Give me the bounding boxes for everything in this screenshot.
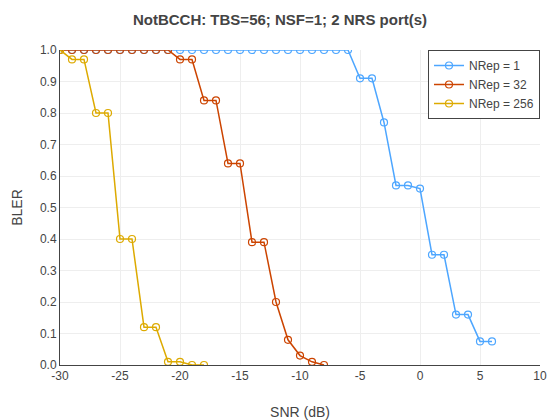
svg-text:NRep = 1: NRep = 1	[469, 59, 520, 73]
svg-text:NRep = 32: NRep = 32	[469, 78, 527, 92]
svg-text:0.6: 0.6	[40, 169, 57, 183]
svg-text:0.4: 0.4	[40, 232, 57, 246]
svg-text:0.1: 0.1	[40, 327, 57, 341]
svg-text:SNR (dB): SNR (dB)	[270, 404, 330, 420]
svg-text:BLER: BLER	[9, 189, 25, 226]
svg-text:0: 0	[417, 369, 424, 383]
svg-text:-30: -30	[51, 369, 69, 383]
svg-text:-20: -20	[171, 369, 189, 383]
svg-text:-15: -15	[231, 369, 249, 383]
svg-text:-5: -5	[355, 369, 366, 383]
svg-text:0.9: 0.9	[40, 75, 57, 89]
svg-text:0.3: 0.3	[40, 264, 57, 278]
svg-text:5: 5	[477, 369, 484, 383]
svg-text:0.7: 0.7	[40, 138, 57, 152]
svg-text:1.0: 1.0	[40, 43, 57, 57]
svg-text:10: 10	[533, 369, 547, 383]
svg-text:-25: -25	[111, 369, 129, 383]
svg-text:-10: -10	[291, 369, 309, 383]
svg-text:0.5: 0.5	[40, 201, 57, 215]
svg-text:0.2: 0.2	[40, 295, 57, 309]
svg-text:NotBCCH: TBS=56; NSF=1; 2 NRS: NotBCCH: TBS=56; NSF=1; 2 NRS port(s)	[133, 11, 427, 28]
svg-text:0.8: 0.8	[40, 106, 57, 120]
svg-text:NRep = 256: NRep = 256	[469, 97, 534, 111]
svg-text:0.0: 0.0	[40, 358, 57, 372]
